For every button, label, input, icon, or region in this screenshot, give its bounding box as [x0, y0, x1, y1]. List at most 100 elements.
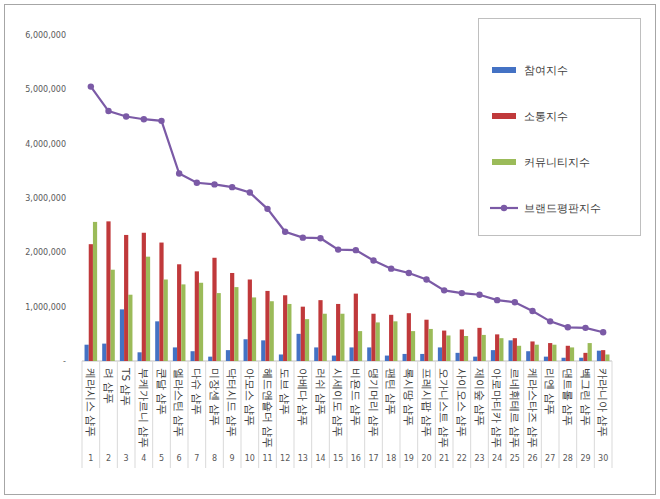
- category-separator: [576, 361, 577, 468]
- category-separator: [258, 361, 259, 468]
- rank-label: 8: [212, 454, 217, 463]
- bar: [509, 340, 513, 361]
- bar: [177, 264, 181, 361]
- bar: [583, 353, 587, 361]
- line-marker: [423, 276, 429, 282]
- bar: [367, 347, 371, 361]
- category-separator: [241, 361, 242, 468]
- bar: [261, 340, 265, 361]
- bar: [244, 339, 248, 361]
- chart-frame: [5, 5, 656, 495]
- bar: [548, 343, 552, 361]
- bar: [287, 304, 291, 361]
- bar: [217, 293, 221, 361]
- x-tick-label: 오가니스트 샴푸: [438, 368, 450, 448]
- rank-label: 4: [141, 454, 146, 463]
- bar: [248, 280, 252, 362]
- category-separator: [170, 361, 171, 468]
- rank-label: 26: [527, 454, 537, 463]
- category-separator: [400, 361, 401, 468]
- bar: [570, 347, 574, 361]
- x-tick-label: 케라스타즈 샴푸: [527, 368, 539, 448]
- legend-key-marker: [501, 205, 507, 211]
- chart-container: -1,000,0002,000,0003,000,0004,000,0005,0…: [0, 0, 660, 499]
- x-tick-label: 댕기머리 샴푸: [368, 368, 380, 437]
- rank-label: 20: [421, 454, 431, 463]
- category-separator: [117, 361, 118, 468]
- x-tick-label: 비욘드 샴푸: [350, 368, 362, 426]
- bar: [159, 243, 163, 361]
- category-separator: [276, 361, 277, 468]
- bar: [535, 345, 539, 361]
- rank-label: 22: [457, 454, 467, 463]
- bar: [385, 356, 389, 361]
- rank-label: 27: [545, 454, 555, 463]
- line-marker: [264, 206, 270, 212]
- bar: [199, 283, 203, 361]
- rank-label: 18: [386, 454, 396, 463]
- line-marker: [476, 292, 482, 298]
- category-separator: [82, 361, 83, 468]
- bar: [354, 294, 358, 361]
- rank-label: 3: [124, 454, 129, 463]
- category-separator: [594, 361, 595, 468]
- line-marker: [300, 234, 306, 240]
- line-marker: [123, 113, 129, 119]
- rank-label: 19: [404, 454, 414, 463]
- category-separator: [347, 361, 348, 468]
- y-tick-label: 4,000,000: [25, 140, 66, 149]
- legend-box: [479, 19, 641, 236]
- bar: [446, 335, 450, 361]
- rank-label: 29: [580, 454, 590, 463]
- bar: [191, 351, 195, 361]
- line-marker: [370, 257, 376, 263]
- x-tick-label: 아로마티카 샴푸: [491, 368, 503, 448]
- bar: [389, 315, 393, 361]
- x-tick-label: 사이오스 샴푸: [456, 368, 468, 437]
- category-separator: [382, 361, 383, 468]
- chart-svg: -1,000,0002,000,0003,000,0004,000,0005,0…: [0, 0, 660, 499]
- x-tick-label: 리엔 샴푸: [544, 368, 556, 415]
- x-tick-label: 프레시팝 샴푸: [421, 368, 433, 437]
- bar: [442, 331, 446, 361]
- x-tick-label: 케라시스 샴푸: [85, 368, 97, 437]
- bar: [164, 280, 168, 362]
- bar: [460, 329, 464, 361]
- line-marker: [317, 235, 323, 241]
- line-marker: [229, 184, 235, 190]
- rank-label: 13: [298, 454, 308, 463]
- bar: [318, 300, 322, 361]
- category-separator: [470, 361, 471, 468]
- line-marker: [211, 181, 217, 187]
- bar: [226, 350, 230, 361]
- bar: [393, 321, 397, 361]
- category-separator: [488, 361, 489, 468]
- bar: [588, 343, 592, 361]
- y-tick: [79, 89, 82, 90]
- x-tick-label: 미장센 샴푸: [209, 368, 221, 426]
- line-marker: [105, 108, 111, 114]
- rank-label: 21: [439, 454, 449, 463]
- x-tick-label: 팬틴 샴푸: [385, 368, 397, 415]
- bar: [473, 357, 477, 361]
- bar: [111, 270, 115, 361]
- x-tick-label: 부케가르니 샴푸: [138, 368, 150, 448]
- line-marker: [582, 325, 588, 331]
- y-tick: [79, 198, 82, 199]
- bar: [305, 319, 309, 361]
- bar: [424, 320, 428, 361]
- bar: [212, 258, 216, 361]
- line-marker: [158, 118, 164, 124]
- bar: [482, 335, 486, 361]
- y-tick-label: 2,000,000: [25, 248, 66, 257]
- y-tick: [79, 252, 82, 253]
- rank-label: 17: [368, 454, 378, 463]
- x-tick-label: 아모스 샴푸: [244, 368, 256, 426]
- line-marker: [88, 83, 94, 89]
- bar: [530, 341, 534, 361]
- bar: [495, 334, 499, 361]
- bar: [420, 354, 424, 361]
- bar: [350, 347, 354, 361]
- y-tick-label: 6,000,000: [25, 31, 66, 40]
- line-marker: [529, 308, 535, 314]
